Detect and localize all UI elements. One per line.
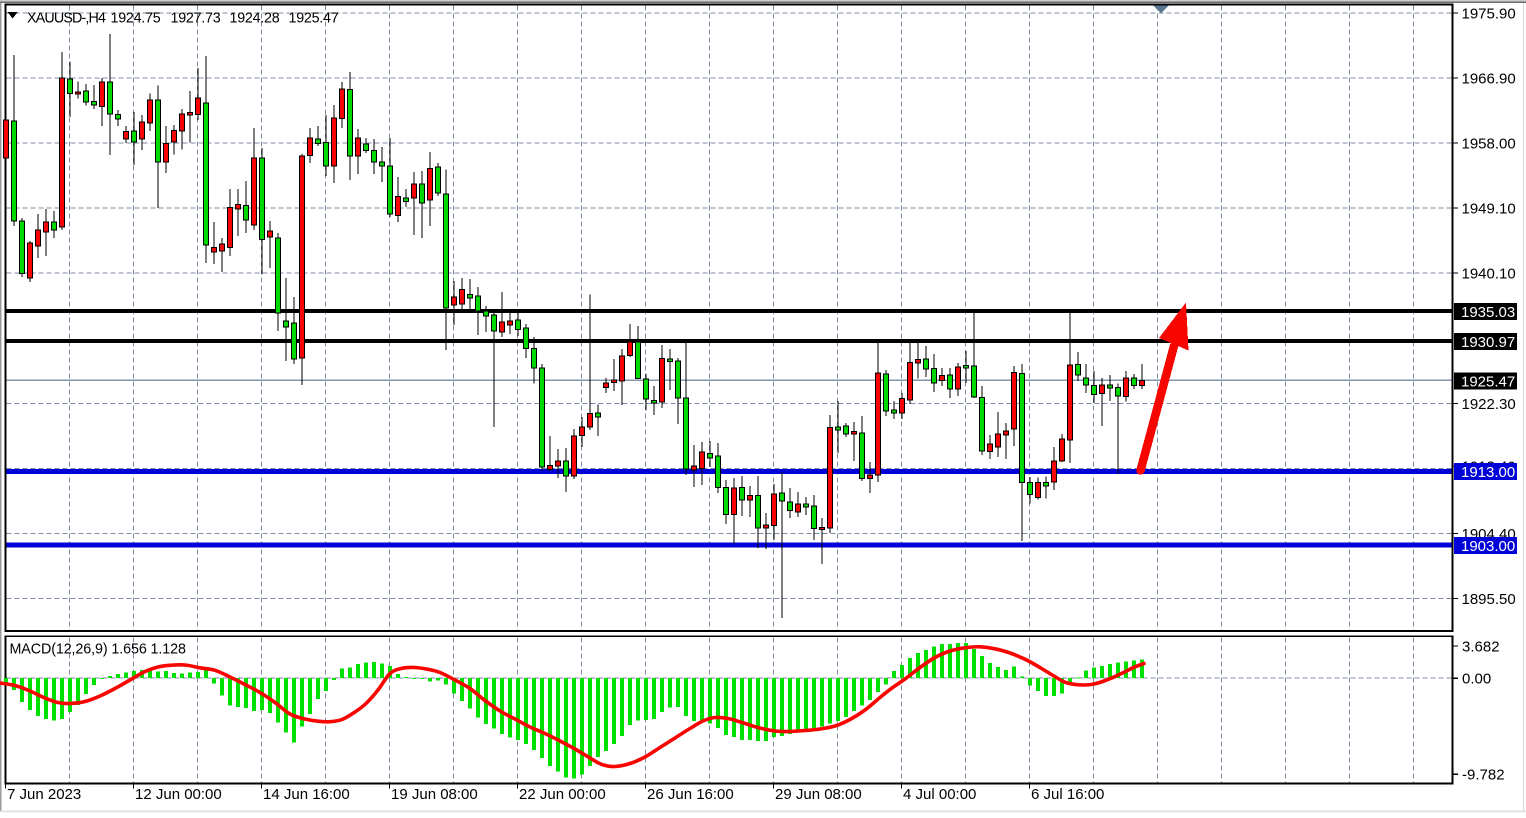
svg-text:7 Jun 2023: 7 Jun 2023 xyxy=(7,786,81,803)
svg-text:22 Jun 00:00: 22 Jun 00:00 xyxy=(519,786,606,803)
svg-text:1940.10: 1940.10 xyxy=(1462,265,1516,282)
svg-text:1975.90: 1975.90 xyxy=(1462,5,1516,22)
svg-text:26 Jun 16:00: 26 Jun 16:00 xyxy=(647,786,734,803)
svg-text:1949.10: 1949.10 xyxy=(1462,200,1516,217)
svg-text:XAUUSD-,H4: XAUUSD-,H4 xyxy=(27,10,106,26)
svg-text:1925.47: 1925.47 xyxy=(289,10,339,26)
svg-text:0.00: 0.00 xyxy=(1462,671,1491,688)
svg-text:3.682: 3.682 xyxy=(1462,638,1500,655)
svg-text:1922.30: 1922.30 xyxy=(1462,396,1516,413)
svg-text:1935.03: 1935.03 xyxy=(1461,304,1515,321)
svg-text:1903.00: 1903.00 xyxy=(1461,538,1515,555)
svg-text:14 Jun 16:00: 14 Jun 16:00 xyxy=(263,786,350,803)
svg-text:MACD(12,26,9) 1.656 1.128: MACD(12,26,9) 1.656 1.128 xyxy=(10,642,186,658)
svg-text:4 Jul 00:00: 4 Jul 00:00 xyxy=(903,786,976,803)
svg-text:12 Jun 00:00: 12 Jun 00:00 xyxy=(135,786,222,803)
svg-text:1925.47: 1925.47 xyxy=(1461,373,1515,390)
svg-text:1924.28: 1924.28 xyxy=(230,10,280,26)
svg-text:1895.50: 1895.50 xyxy=(1462,591,1516,608)
svg-text:1958.00: 1958.00 xyxy=(1462,135,1516,152)
svg-text:1924.75: 1924.75 xyxy=(111,10,161,26)
svg-text:1966.90: 1966.90 xyxy=(1462,70,1516,87)
svg-text:1913.00: 1913.00 xyxy=(1461,464,1515,481)
svg-text:6 Jul 16:00: 6 Jul 16:00 xyxy=(1031,786,1104,803)
svg-text:29 Jun 08:00: 29 Jun 08:00 xyxy=(775,786,862,803)
svg-text:1927.73: 1927.73 xyxy=(171,10,221,26)
svg-text:19 Jun 08:00: 19 Jun 08:00 xyxy=(391,786,478,803)
svg-text:-9.782: -9.782 xyxy=(1462,767,1505,784)
svg-text:1930.97: 1930.97 xyxy=(1461,334,1515,351)
